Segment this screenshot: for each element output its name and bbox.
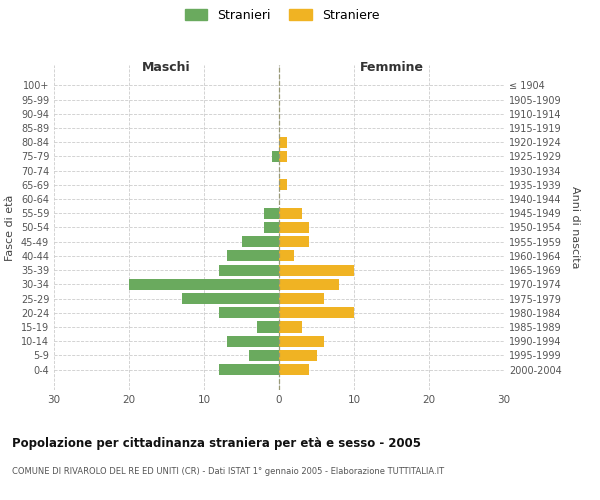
Bar xyxy=(279,279,339,290)
Bar xyxy=(219,308,279,318)
Bar xyxy=(279,293,324,304)
Bar xyxy=(264,222,279,233)
Bar xyxy=(279,236,309,248)
Text: Femmine: Femmine xyxy=(359,61,424,74)
Text: Popolazione per cittadinanza straniera per età e sesso - 2005: Popolazione per cittadinanza straniera p… xyxy=(12,438,421,450)
Bar xyxy=(279,350,317,361)
Bar xyxy=(279,151,287,162)
Bar xyxy=(271,151,279,162)
Bar xyxy=(264,208,279,219)
Bar xyxy=(257,322,279,332)
Bar xyxy=(279,222,309,233)
Text: COMUNE DI RIVAROLO DEL RE ED UNITI (CR) - Dati ISTAT 1° gennaio 2005 - Elaborazi: COMUNE DI RIVAROLO DEL RE ED UNITI (CR) … xyxy=(12,468,444,476)
Bar xyxy=(279,180,287,190)
Y-axis label: Anni di nascita: Anni di nascita xyxy=(570,186,580,269)
Text: Maschi: Maschi xyxy=(142,61,191,74)
Bar xyxy=(279,364,309,375)
Bar xyxy=(219,364,279,375)
Bar xyxy=(279,264,354,276)
Bar xyxy=(241,236,279,248)
Bar xyxy=(227,250,279,262)
Bar xyxy=(279,136,287,147)
Y-axis label: Fasce di età: Fasce di età xyxy=(5,194,15,260)
Bar xyxy=(279,322,302,332)
Bar xyxy=(219,264,279,276)
Bar xyxy=(279,336,324,347)
Bar xyxy=(182,293,279,304)
Bar xyxy=(279,208,302,219)
Legend: Stranieri, Straniere: Stranieri, Straniere xyxy=(185,8,379,22)
Bar xyxy=(249,350,279,361)
Bar xyxy=(227,336,279,347)
Bar xyxy=(279,308,354,318)
Bar xyxy=(129,279,279,290)
Bar xyxy=(279,250,294,262)
